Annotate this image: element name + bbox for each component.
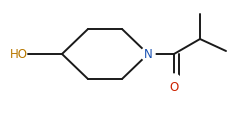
Text: O: O bbox=[169, 81, 179, 94]
Ellipse shape bbox=[141, 48, 155, 61]
Ellipse shape bbox=[167, 74, 181, 88]
Text: N: N bbox=[144, 48, 152, 61]
Text: HO: HO bbox=[10, 48, 28, 61]
